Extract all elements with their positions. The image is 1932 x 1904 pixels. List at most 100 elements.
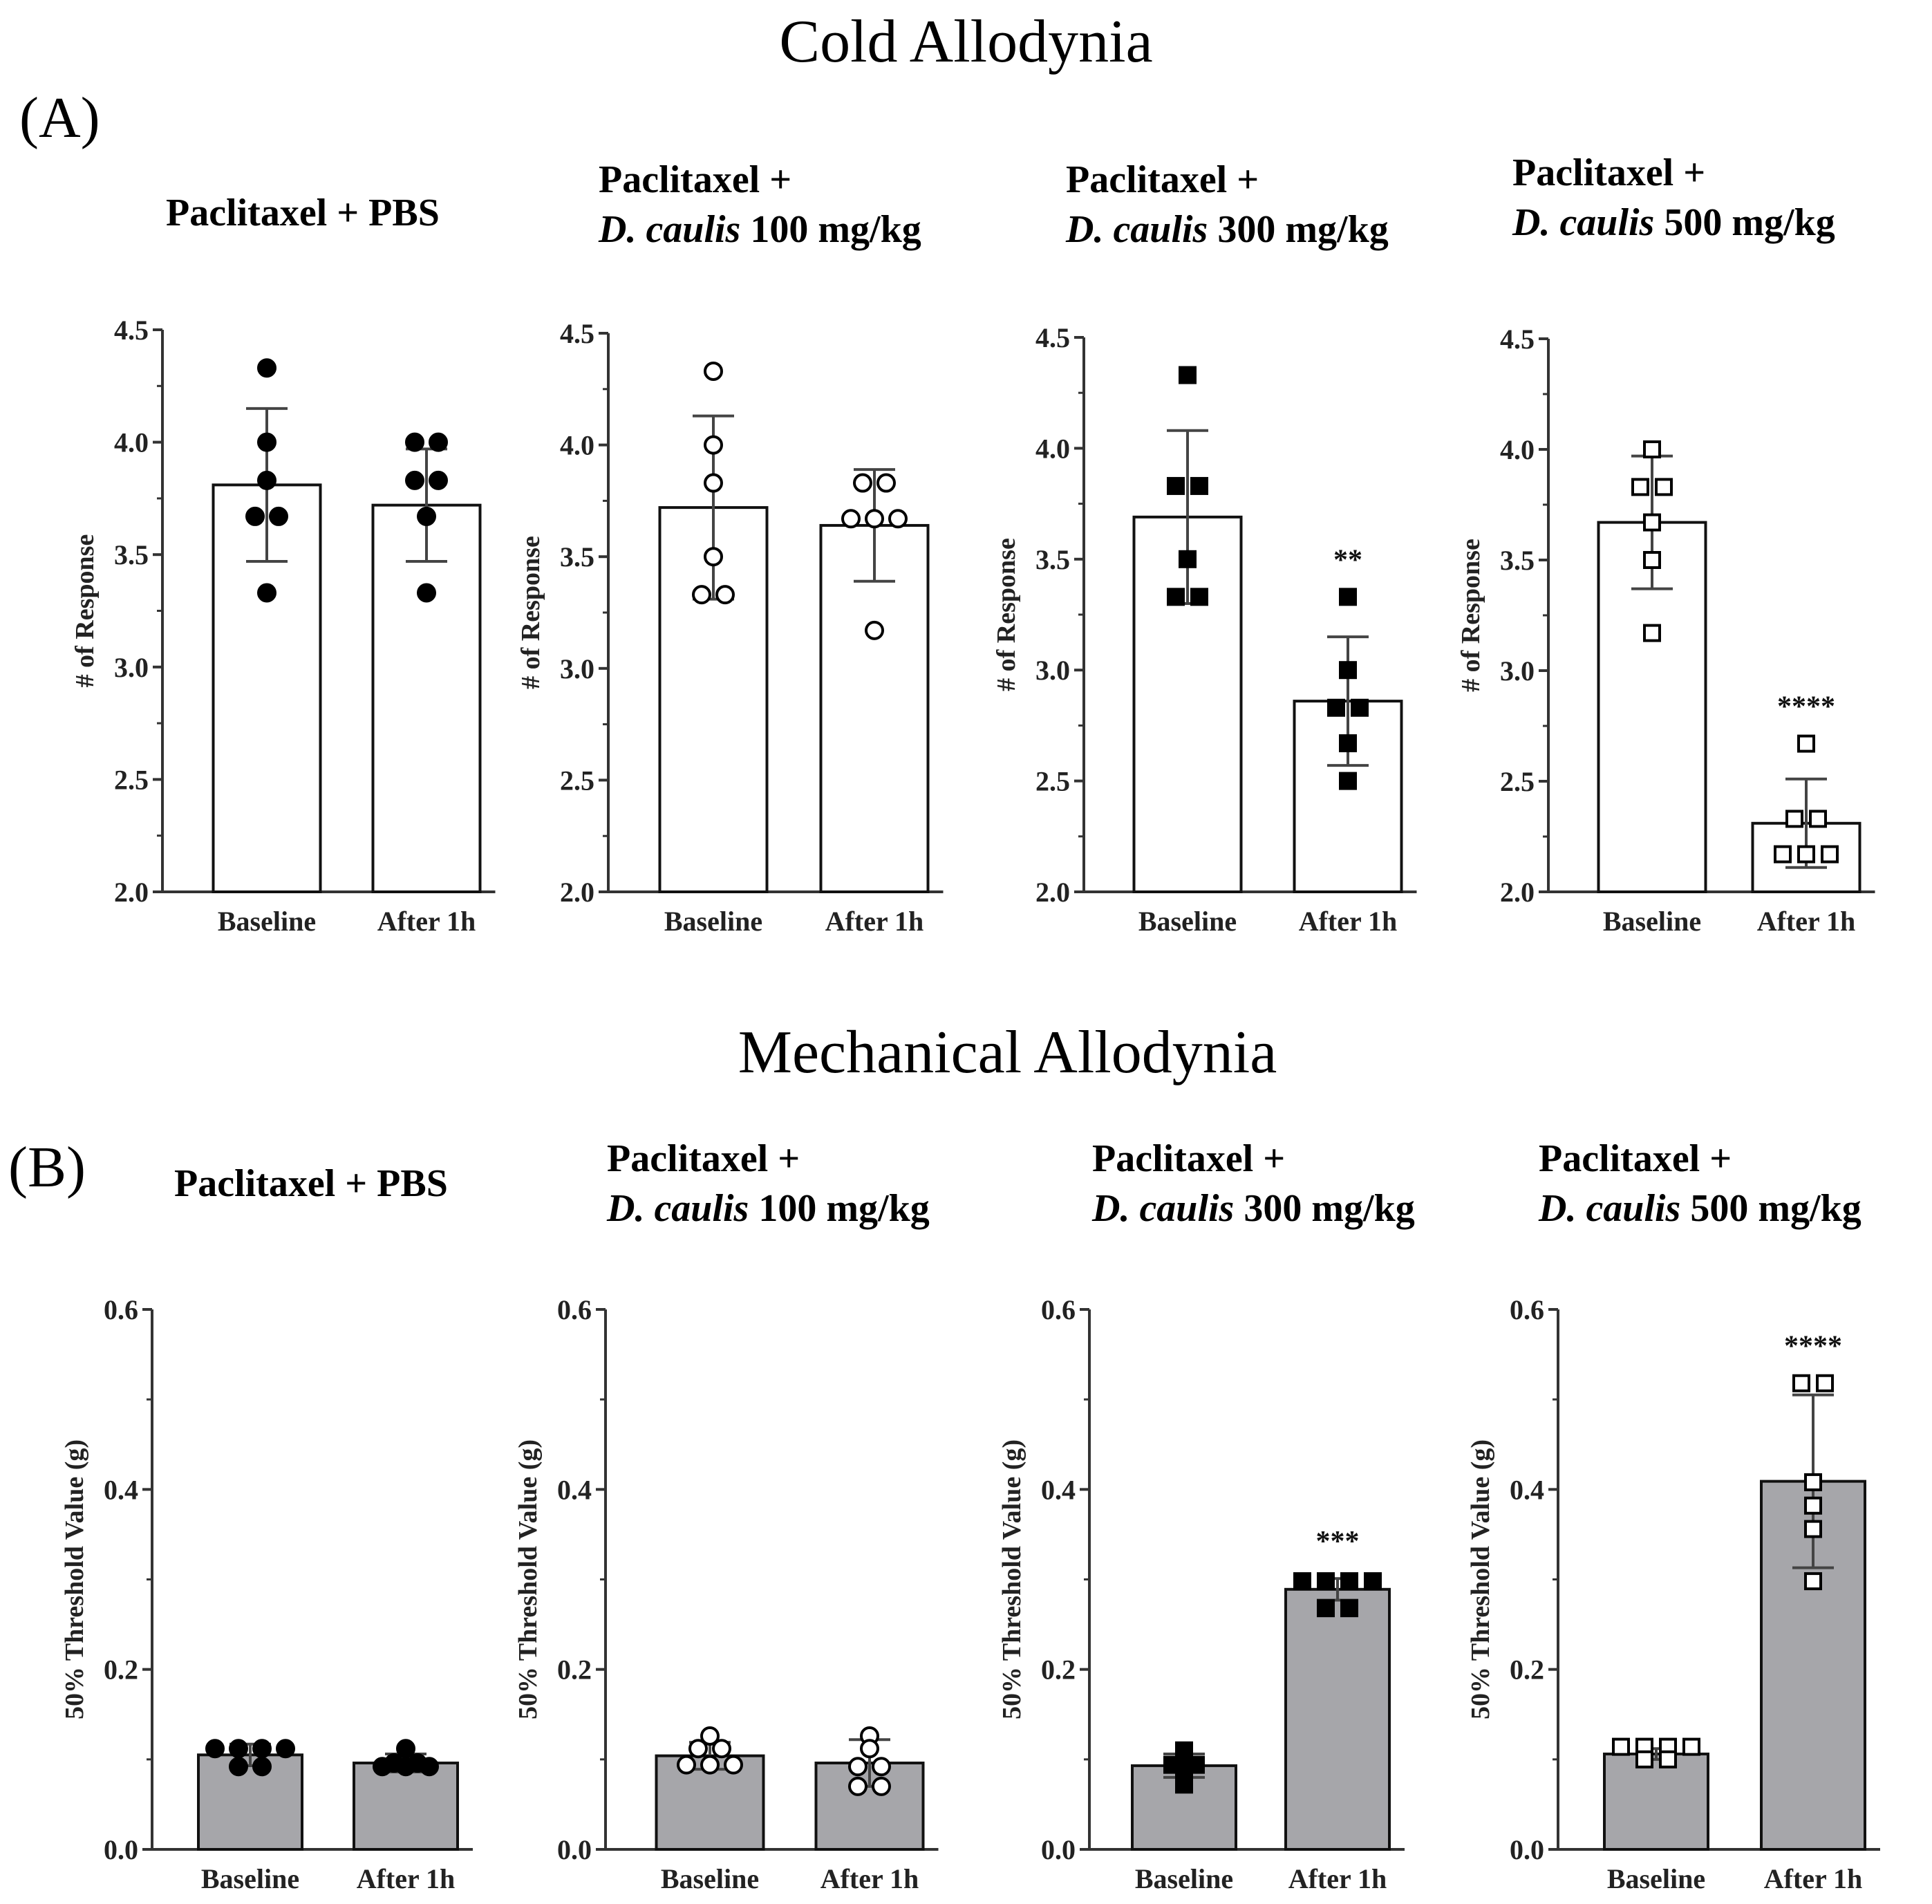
y-tick-label: 3.5 xyxy=(1500,545,1535,576)
x-category-label: Baseline xyxy=(1607,1863,1705,1894)
panel-title-dose: 100 mg/kg xyxy=(740,208,921,251)
data-point xyxy=(1682,1737,1700,1756)
data-point xyxy=(1190,588,1208,606)
title-cold-allodynia: Cold Allodynia xyxy=(779,8,1153,75)
panel-title-dose: 100 mg/kg xyxy=(749,1187,930,1230)
data-point xyxy=(1804,1520,1822,1538)
panel-title-line1: Paclitaxel + xyxy=(607,1137,800,1180)
data-point xyxy=(1809,810,1827,828)
x-category-label: Baseline xyxy=(661,1863,759,1894)
y-tick-label: 2.5 xyxy=(1500,766,1535,797)
significance-label: **** xyxy=(1784,1331,1842,1363)
data-point xyxy=(1643,513,1661,532)
data-point xyxy=(1175,1761,1193,1780)
panel-title-species: D. caulis xyxy=(599,208,741,251)
x-category-label: After 1h xyxy=(820,1863,919,1894)
data-point xyxy=(1339,734,1357,753)
panel-title-b1: Paclitaxel + PBS xyxy=(174,1159,448,1208)
y-axis-title: # of Response xyxy=(71,534,100,688)
x-category-label: Baseline xyxy=(1135,1863,1233,1894)
panel-title-dose: 300 mg/kg xyxy=(1208,208,1389,251)
data-point xyxy=(1797,734,1815,753)
data-point xyxy=(876,473,896,493)
data-point xyxy=(865,509,884,529)
data-point xyxy=(429,432,448,452)
bar xyxy=(371,503,482,893)
x-category-label: Baseline xyxy=(664,906,762,937)
data-point xyxy=(1774,845,1792,864)
x-category-label: Baseline xyxy=(1603,906,1701,937)
panel-title-line1: Paclitaxel + xyxy=(599,158,792,201)
panel-title-b3: Paclitaxel + D. caulis 300 mg/kg xyxy=(1092,1134,1415,1233)
data-point xyxy=(1339,772,1357,790)
data-point xyxy=(1643,551,1661,569)
data-point xyxy=(848,1757,867,1777)
panel-title-a1: Paclitaxel + PBS xyxy=(166,188,440,238)
y-axis-title: 50% Threshold Value (g) xyxy=(1466,1439,1495,1719)
data-point xyxy=(853,473,872,493)
y-tick-label: 0.6 xyxy=(104,1294,138,1325)
data-point xyxy=(1179,550,1197,568)
y-tick-label: 0.6 xyxy=(1510,1294,1544,1325)
y-tick-label: 3.5 xyxy=(560,541,594,572)
data-point xyxy=(420,1757,439,1777)
y-tick-label: 4.0 xyxy=(1035,433,1070,464)
data-point xyxy=(1635,1750,1653,1768)
data-point xyxy=(1175,1775,1193,1794)
y-tick-label: 3.5 xyxy=(1035,544,1070,575)
data-point xyxy=(257,470,276,490)
data-point xyxy=(865,620,884,640)
y-tick-label: 3.0 xyxy=(1035,655,1070,686)
panel-title-line1: Paclitaxel + xyxy=(1066,158,1259,201)
y-axis-title: 50% Threshold Value (g) xyxy=(997,1439,1026,1719)
panel-title-species: D. caulis xyxy=(1066,208,1208,251)
data-point xyxy=(229,1739,248,1759)
panel-title-b4: Paclitaxel + D. caulis 500 mg/kg xyxy=(1539,1134,1861,1233)
panel-title-line1: Paclitaxel + xyxy=(1539,1137,1732,1180)
data-point xyxy=(872,1757,891,1777)
data-point xyxy=(257,358,276,378)
data-point xyxy=(417,506,436,526)
y-axis-title: # of Response xyxy=(516,536,545,689)
y-tick-label: 4.0 xyxy=(114,427,149,458)
y-tick-label: 2.0 xyxy=(1035,877,1070,908)
y-tick-label: 0.4 xyxy=(557,1474,592,1505)
y-axis-title: 50% Threshold Value (g) xyxy=(514,1439,543,1719)
x-category-label: Baseline xyxy=(201,1863,299,1894)
panel-title-a2: Paclitaxel + D. caulis 100 mg/kg xyxy=(599,155,921,254)
y-tick-label: 0.6 xyxy=(1041,1294,1076,1325)
y-tick-label: 0.2 xyxy=(1041,1654,1076,1686)
data-point xyxy=(373,1757,392,1777)
y-tick-label: 0.0 xyxy=(1510,1834,1544,1865)
panel-title-dose: 300 mg/kg xyxy=(1234,1187,1415,1230)
data-point xyxy=(396,1757,415,1777)
y-tick-label: 2.0 xyxy=(560,877,594,908)
panel-title-species: D. caulis xyxy=(1539,1187,1681,1230)
data-point xyxy=(1659,1750,1677,1768)
data-point xyxy=(724,1755,743,1775)
data-point xyxy=(252,1757,272,1777)
data-point xyxy=(1643,624,1661,642)
data-point xyxy=(841,509,861,529)
data-point xyxy=(692,585,711,605)
data-point xyxy=(1340,1572,1358,1591)
y-tick-label: 0.0 xyxy=(104,1834,138,1865)
data-point xyxy=(1339,661,1357,680)
data-point xyxy=(704,547,723,567)
data-point xyxy=(1339,588,1357,606)
data-point xyxy=(1804,1496,1822,1515)
y-tick-label: 0.2 xyxy=(104,1654,138,1686)
y-tick-label: 4.5 xyxy=(114,315,149,346)
data-point xyxy=(205,1739,225,1759)
data-point xyxy=(257,583,276,603)
x-category-label: After 1h xyxy=(357,1863,456,1894)
data-point xyxy=(700,1726,720,1746)
panel-title-species: D. caulis xyxy=(1512,201,1655,244)
panel-title-line1: Paclitaxel + PBS xyxy=(166,192,440,234)
data-point xyxy=(1612,1737,1630,1756)
data-point xyxy=(888,509,908,529)
x-category-label: Baseline xyxy=(218,906,316,937)
bar xyxy=(353,1762,459,1851)
data-point xyxy=(677,1755,696,1775)
data-point xyxy=(1317,1599,1335,1618)
